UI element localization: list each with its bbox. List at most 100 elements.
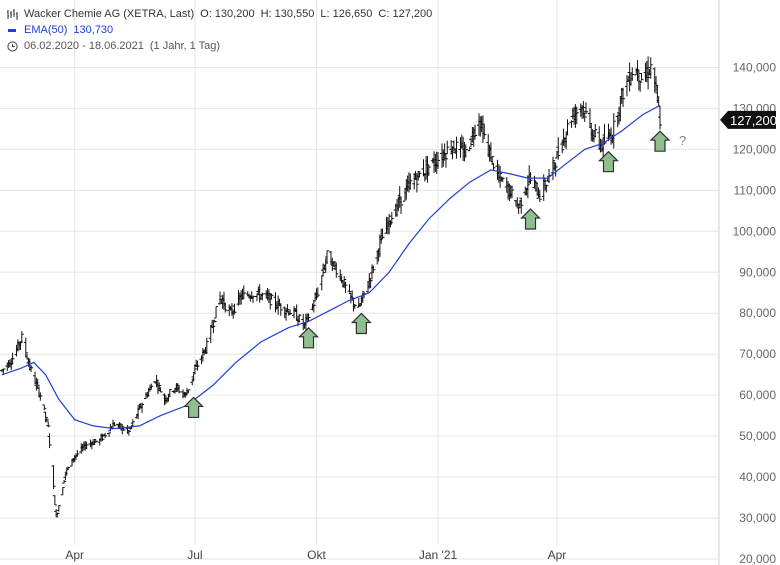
ohlc-bar — [553, 162, 558, 177]
open-value: O: 130,200 — [200, 8, 255, 20]
instrument-title: Wacker Chemie AG (XETRA, Last) — [24, 8, 195, 20]
y-tick-label: 110,000 — [734, 183, 777, 197]
ohlc-bar — [500, 177, 505, 182]
price-badge-text: 127,200 — [730, 113, 777, 128]
ohlc-bar — [463, 144, 468, 158]
up-arrow-icon — [350, 312, 372, 335]
ohlc-bar — [371, 265, 376, 274]
ohlc-bar — [268, 292, 273, 310]
ohlc-bar — [130, 419, 135, 426]
ohlc-bar — [352, 303, 357, 309]
ohlc-bar — [140, 402, 145, 413]
ohlc-bar — [10, 352, 15, 365]
ohlc-bar — [214, 306, 219, 319]
ohlc-bar — [334, 262, 339, 278]
ohlc-bar — [107, 432, 112, 438]
question-mark-label: ? — [679, 133, 686, 148]
ohlc-bar — [593, 124, 598, 138]
x-tick-label: Jan '21 — [419, 548, 458, 562]
ohlc-bar — [584, 102, 589, 115]
ohlc-bar — [417, 172, 422, 178]
chart-grid — [0, 0, 719, 560]
ohlc-bar — [550, 156, 555, 181]
ohlc-bar — [177, 384, 182, 394]
ohlc-bar — [473, 124, 478, 140]
ohlc-bar — [29, 365, 34, 372]
ohlc-bar — [498, 165, 503, 188]
ohlc-bar — [23, 337, 28, 357]
y-axis: 20,000 30,000 40,000 50,000 60,000 70,000 80,0… — [718, 0, 777, 565]
ohlc-bar — [574, 106, 579, 125]
ohlc-bar — [638, 80, 643, 92]
up-arrow-icon — [298, 326, 319, 349]
legend-title-row: Wacker Chemie AG (XETRA, Last) O: 130,20… — [6, 6, 432, 22]
ohlc-bar — [389, 212, 394, 225]
ohlc-bar — [60, 487, 65, 496]
y-tick-label: 90,000 — [739, 265, 776, 279]
up-arrow-icon — [649, 130, 671, 152]
clock-icon — [6, 40, 18, 52]
ohlc-bar — [467, 146, 472, 152]
ohlc-bar — [454, 136, 459, 159]
ohlc-bar — [639, 72, 644, 81]
ohlc-bar — [292, 306, 297, 319]
ohlc-bar — [537, 189, 542, 202]
ohlc-bar — [436, 152, 441, 169]
ohlc-bar — [54, 509, 59, 518]
ohlc-bar — [64, 468, 69, 476]
y-tick-label: 30,000 — [739, 511, 776, 525]
ohlc-bar — [126, 430, 131, 436]
ohlc-bar — [288, 309, 293, 315]
ohlc-bar — [556, 137, 561, 160]
ohlc-bar — [581, 101, 586, 119]
ohlc-bar — [516, 204, 521, 214]
ohlc-bar — [658, 107, 662, 130]
ohlc-bar — [157, 382, 162, 392]
up-arrow-icon — [183, 396, 205, 419]
ohlc-bar — [343, 281, 348, 293]
date-range: 06.02.2020 - 18.06.2021 — [24, 40, 144, 52]
ohlc-bar — [408, 173, 413, 190]
ohlc-bar — [325, 250, 330, 265]
ohlc-bar — [560, 139, 565, 154]
ohlc-bar — [525, 175, 530, 199]
y-tick-label: 50,000 — [739, 429, 776, 443]
legend-ema-row: EMA(50) 130,730 — [6, 22, 432, 38]
chart-legend: Wacker Chemie AG (XETRA, Last) O: 130,20… — [6, 6, 432, 54]
ohlc-bar — [66, 466, 71, 470]
ohlc-bar — [103, 433, 108, 439]
price-badge-shape — [720, 110, 776, 129]
ohlc-bar — [368, 277, 373, 289]
ohlc-bar — [565, 119, 570, 135]
ohlc-bar — [62, 480, 67, 484]
ohlc-bar — [630, 67, 635, 81]
ohlc-bar — [426, 164, 431, 176]
low-value: L: 126,650 — [320, 8, 373, 20]
y-tick-label: 20,000 — [739, 552, 776, 565]
candle-chart-icon — [6, 8, 18, 20]
y-tick-label: 140,000 — [733, 60, 777, 74]
signal-arrows — [183, 130, 671, 419]
ohlc-bar — [46, 421, 51, 428]
x-tick-label: Jul — [187, 548, 202, 562]
ohlc-bar — [569, 120, 574, 128]
close-value: C: 127,200 — [378, 8, 433, 20]
y-tick-label: 70,000 — [739, 347, 776, 361]
ohlc-bar — [544, 184, 549, 193]
ohlc-bar — [490, 156, 495, 165]
ema-line-swatch — [6, 28, 18, 32]
ohlc-bar — [167, 389, 172, 397]
ema-line — [1, 104, 661, 430]
ohlc-bar — [510, 185, 515, 199]
ohlc-bar — [564, 131, 569, 150]
ohlc-bar — [232, 303, 237, 315]
ohlc-bar — [648, 57, 653, 79]
ohlc-bar — [195, 360, 200, 371]
ohlc-bar — [93, 439, 98, 444]
ohlc-bar — [347, 284, 352, 293]
ohlc-bar — [208, 325, 213, 344]
ohlc-bar — [51, 465, 56, 490]
last-price-badge: 127,200 — [720, 110, 777, 129]
ema-label: EMA(50) — [24, 24, 68, 36]
ohlc-bar — [399, 196, 404, 215]
